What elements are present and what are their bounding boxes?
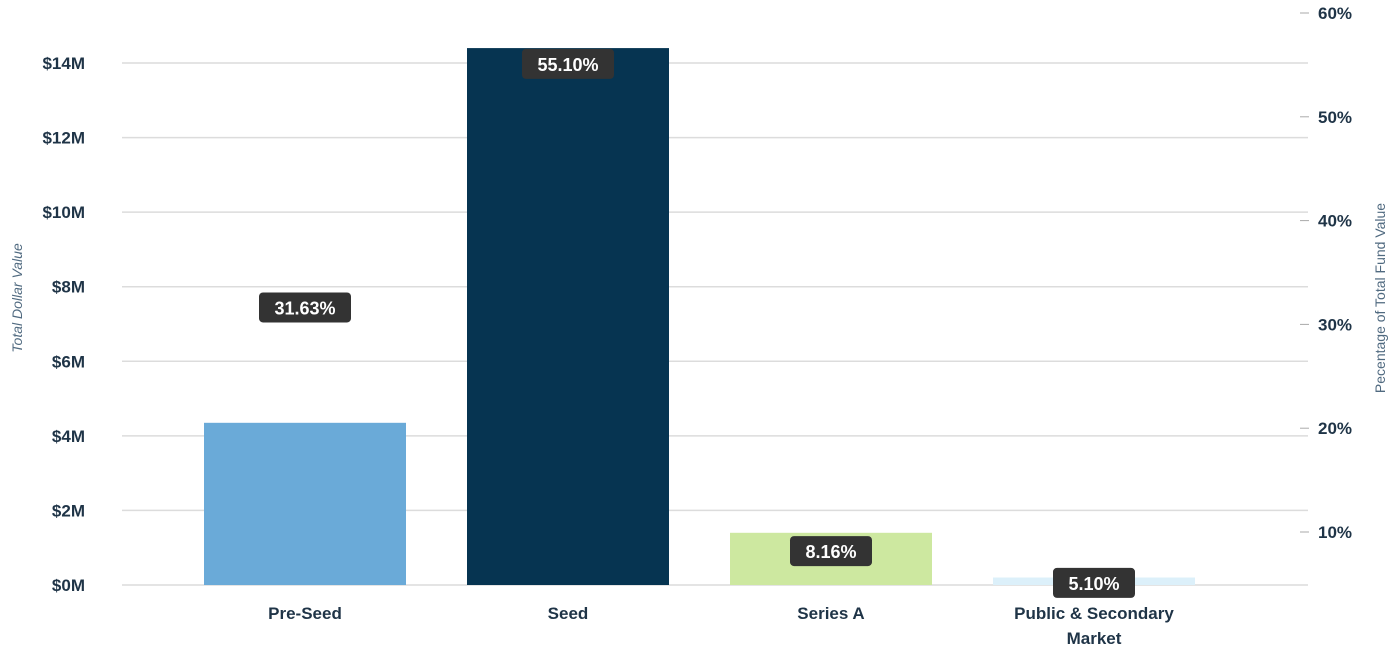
category-labels: Pre-Seed Seed Series A Public & Secondary Ma… <box>268 604 1174 648</box>
y-tick-label: $4M <box>52 427 85 446</box>
data-label: 55.10% <box>522 48 614 79</box>
bar <box>204 422 406 585</box>
bars <box>204 48 1195 586</box>
y-tick-label: $12M <box>42 129 85 148</box>
x-tick-label: Public & Secondary Market <box>1014 604 1174 648</box>
y-tick-label: $10M <box>42 203 85 222</box>
y-tick-label: $14M <box>42 54 85 73</box>
data-label-box <box>790 536 872 567</box>
y2-tick-label: 20% <box>1318 419 1352 438</box>
y2-tick-label: 50% <box>1318 108 1352 127</box>
y-tick-label: $2M <box>52 501 85 520</box>
y-axis-title: Total Dollar Value <box>9 243 25 353</box>
y-tick-label: $8M <box>52 278 85 297</box>
data-label: 5.10% <box>1053 567 1135 598</box>
y2-axis-title: Pecentage of Total Fund Value <box>1372 203 1388 393</box>
y-tick-label: $0M <box>52 576 85 595</box>
left-axis-ticks: $0M $2M $4M $6M $8M $10M $12M $14M <box>42 54 85 595</box>
data-label-box <box>522 48 614 79</box>
data-label-box <box>1053 567 1135 598</box>
x-tick-label: Series A <box>797 604 864 623</box>
data-label-text: 5.10% <box>1068 574 1119 594</box>
data-label: 8.16% <box>790 536 872 567</box>
right-axis-ticks: 10% 20% 30% 40% 50% 60% <box>1300 4 1352 542</box>
x-tick-label: Seed <box>548 604 589 623</box>
data-labels: 31.63% 55.10% 8.16% 5.10% <box>259 48 1135 598</box>
x-tick-label: Pre-Seed <box>268 604 342 623</box>
y2-tick-label: 40% <box>1318 212 1352 231</box>
y2-tick-label: 60% <box>1318 4 1352 23</box>
data-label-box <box>259 292 351 323</box>
y2-tick-label: 30% <box>1318 315 1352 334</box>
y-tick-label: $6M <box>52 352 85 371</box>
y2-tick-label: 10% <box>1318 523 1352 542</box>
data-label-text: 8.16% <box>805 542 856 562</box>
data-label-text: 31.63% <box>274 298 335 318</box>
bar <box>467 48 669 586</box>
data-label: 31.63% <box>259 292 351 323</box>
data-label-text: 55.10% <box>537 55 598 75</box>
